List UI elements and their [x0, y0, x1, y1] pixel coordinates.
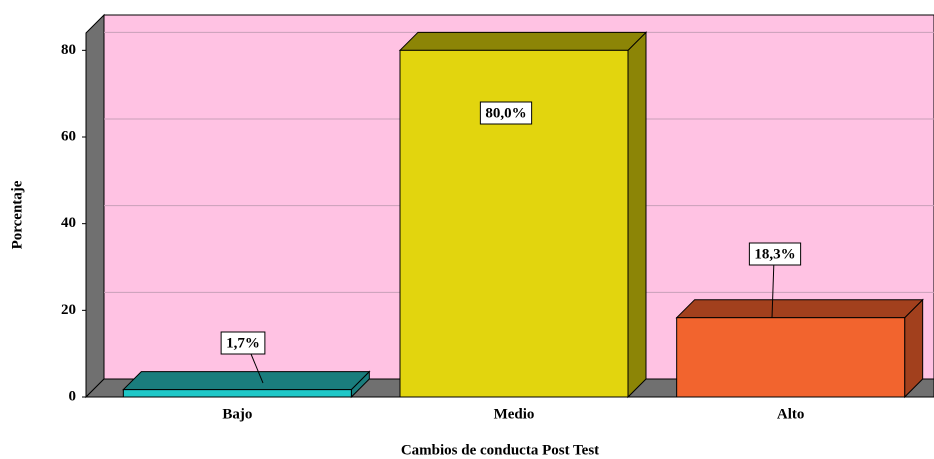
- bar: [122, 389, 352, 398]
- x-tick-label: Bajo: [222, 406, 252, 422]
- bar: [676, 317, 906, 398]
- bar-side: [627, 31, 647, 399]
- leader-line: [771, 264, 775, 319]
- y-tick-label: 0: [69, 388, 77, 404]
- value-label-box: [479, 101, 533, 125]
- y-tick-label: 20: [61, 302, 76, 318]
- bar-top: [675, 299, 924, 319]
- x-tick-label: Alto: [777, 406, 805, 422]
- bar-top: [122, 371, 371, 391]
- value-label: 18,3%: [754, 246, 795, 262]
- y-tick-label: 80: [61, 42, 76, 58]
- bar-top: [398, 31, 648, 51]
- value-label-box: [220, 331, 266, 355]
- value-label-box: [748, 242, 802, 266]
- value-label: 1,7%: [226, 335, 260, 351]
- y-tick-label: 40: [61, 215, 76, 231]
- x-tick-label: Medio: [494, 406, 535, 422]
- x-axis-label: Cambios de conducta Post Test: [401, 442, 599, 458]
- y-tick-label: 60: [61, 128, 76, 144]
- leader-line: [250, 353, 264, 384]
- value-label: 80,0%: [485, 105, 526, 121]
- y-axis-label: Porcentaje: [9, 180, 25, 249]
- left-wall: [85, 13, 105, 399]
